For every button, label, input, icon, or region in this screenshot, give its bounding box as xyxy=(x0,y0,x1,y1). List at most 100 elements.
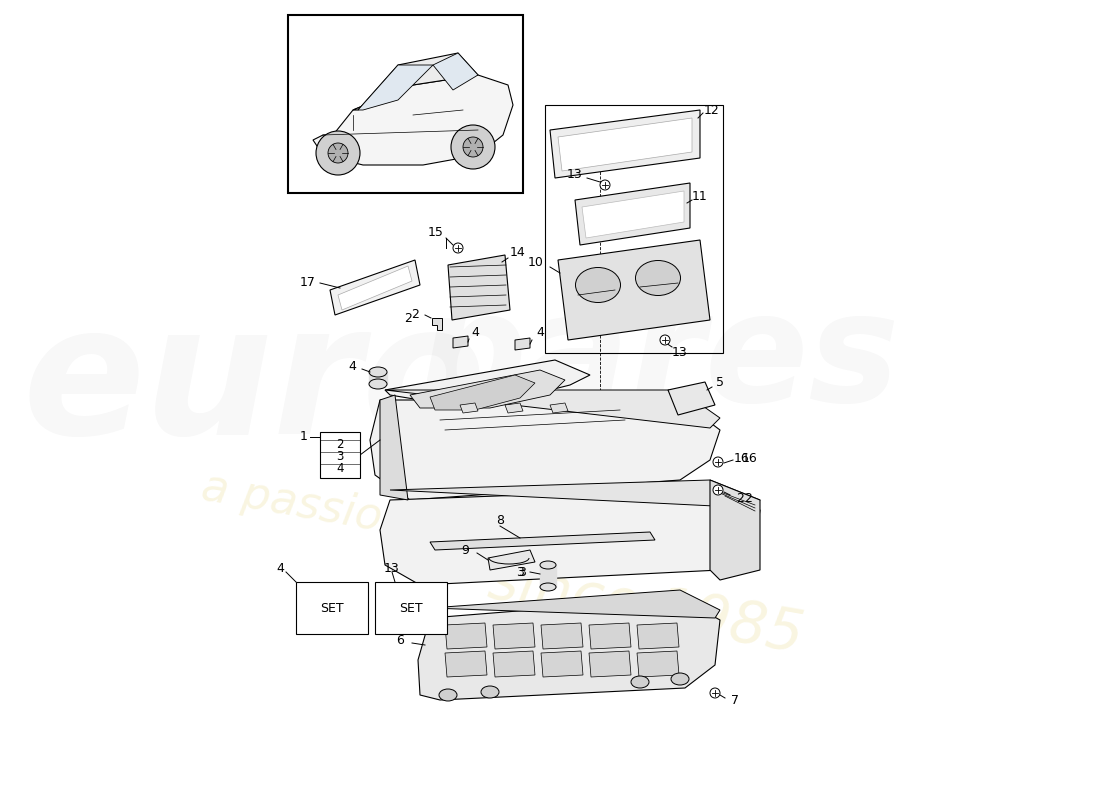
Text: 5: 5 xyxy=(716,377,724,390)
Polygon shape xyxy=(637,623,679,649)
Circle shape xyxy=(600,180,610,190)
Ellipse shape xyxy=(481,686,499,698)
Ellipse shape xyxy=(368,379,387,389)
Polygon shape xyxy=(493,651,535,677)
Text: 16: 16 xyxy=(742,451,758,465)
Ellipse shape xyxy=(636,261,681,295)
Ellipse shape xyxy=(439,689,456,701)
Polygon shape xyxy=(488,550,535,570)
Ellipse shape xyxy=(671,673,689,685)
Polygon shape xyxy=(430,590,720,618)
Text: euro: euro xyxy=(22,296,486,472)
Polygon shape xyxy=(541,623,583,649)
Polygon shape xyxy=(710,480,760,580)
Text: 15: 15 xyxy=(428,226,444,239)
Polygon shape xyxy=(540,565,556,587)
Text: 4: 4 xyxy=(276,562,284,574)
Ellipse shape xyxy=(368,367,387,377)
Circle shape xyxy=(453,243,463,253)
Ellipse shape xyxy=(631,676,649,688)
Polygon shape xyxy=(446,623,487,649)
Polygon shape xyxy=(353,53,478,110)
Polygon shape xyxy=(358,65,433,110)
Text: 2: 2 xyxy=(744,491,752,505)
Text: 8: 8 xyxy=(496,514,504,526)
Polygon shape xyxy=(379,395,408,500)
Polygon shape xyxy=(432,318,442,330)
Text: 10: 10 xyxy=(528,255,543,269)
Text: 7: 7 xyxy=(732,694,739,706)
Polygon shape xyxy=(410,370,565,408)
Polygon shape xyxy=(433,53,478,90)
Text: a passion for: a passion for xyxy=(198,466,487,558)
Text: SET: SET xyxy=(399,602,422,614)
Circle shape xyxy=(451,125,495,169)
Text: 16: 16 xyxy=(734,451,750,465)
Text: 12: 12 xyxy=(704,103,719,117)
Bar xyxy=(296,582,369,634)
Polygon shape xyxy=(430,532,654,550)
Polygon shape xyxy=(588,651,631,677)
Polygon shape xyxy=(368,372,387,384)
Text: 13: 13 xyxy=(568,169,583,182)
Text: 14: 14 xyxy=(510,246,526,259)
Text: SET: SET xyxy=(320,602,344,614)
Text: 2: 2 xyxy=(411,309,419,322)
Polygon shape xyxy=(385,360,590,400)
Circle shape xyxy=(713,485,723,495)
Polygon shape xyxy=(588,623,631,649)
Polygon shape xyxy=(637,651,679,677)
Polygon shape xyxy=(453,336,468,348)
Text: 2: 2 xyxy=(404,311,411,325)
Polygon shape xyxy=(385,390,720,428)
Text: 3: 3 xyxy=(518,566,526,578)
Polygon shape xyxy=(550,110,700,178)
Circle shape xyxy=(713,457,723,467)
Ellipse shape xyxy=(575,267,620,302)
Text: 6: 6 xyxy=(396,634,404,646)
Text: 13: 13 xyxy=(384,562,400,574)
Polygon shape xyxy=(370,400,720,500)
Text: 2: 2 xyxy=(337,438,343,451)
Circle shape xyxy=(463,137,483,157)
Polygon shape xyxy=(390,480,760,508)
Ellipse shape xyxy=(540,561,556,569)
Polygon shape xyxy=(505,403,522,413)
Polygon shape xyxy=(418,598,720,700)
Text: 4: 4 xyxy=(471,326,478,338)
Text: 4: 4 xyxy=(348,359,356,373)
Text: 11: 11 xyxy=(692,190,708,203)
Text: 4: 4 xyxy=(536,326,543,339)
Polygon shape xyxy=(448,255,510,320)
Text: 2: 2 xyxy=(736,491,744,505)
Polygon shape xyxy=(446,651,487,677)
Polygon shape xyxy=(430,375,535,410)
Circle shape xyxy=(316,131,360,175)
Text: 3: 3 xyxy=(337,450,343,463)
Text: 3: 3 xyxy=(516,566,524,578)
Text: 4: 4 xyxy=(337,462,343,475)
Polygon shape xyxy=(493,623,535,649)
Text: since 1985: since 1985 xyxy=(484,552,807,664)
Bar xyxy=(320,432,360,478)
Circle shape xyxy=(328,143,348,163)
Polygon shape xyxy=(541,651,583,677)
Text: pares: pares xyxy=(418,286,901,434)
Polygon shape xyxy=(330,260,420,315)
Polygon shape xyxy=(338,266,412,310)
Polygon shape xyxy=(558,118,692,171)
Circle shape xyxy=(660,335,670,345)
Bar xyxy=(544,105,723,353)
Text: 17: 17 xyxy=(300,277,316,290)
Polygon shape xyxy=(558,240,710,340)
Polygon shape xyxy=(582,191,684,238)
Polygon shape xyxy=(575,183,690,245)
Polygon shape xyxy=(550,403,568,413)
Text: 1: 1 xyxy=(300,430,308,443)
Polygon shape xyxy=(460,403,478,413)
Bar xyxy=(288,15,522,193)
Ellipse shape xyxy=(540,583,556,591)
Polygon shape xyxy=(668,382,715,415)
Circle shape xyxy=(710,688,720,698)
Text: 9: 9 xyxy=(461,543,469,557)
